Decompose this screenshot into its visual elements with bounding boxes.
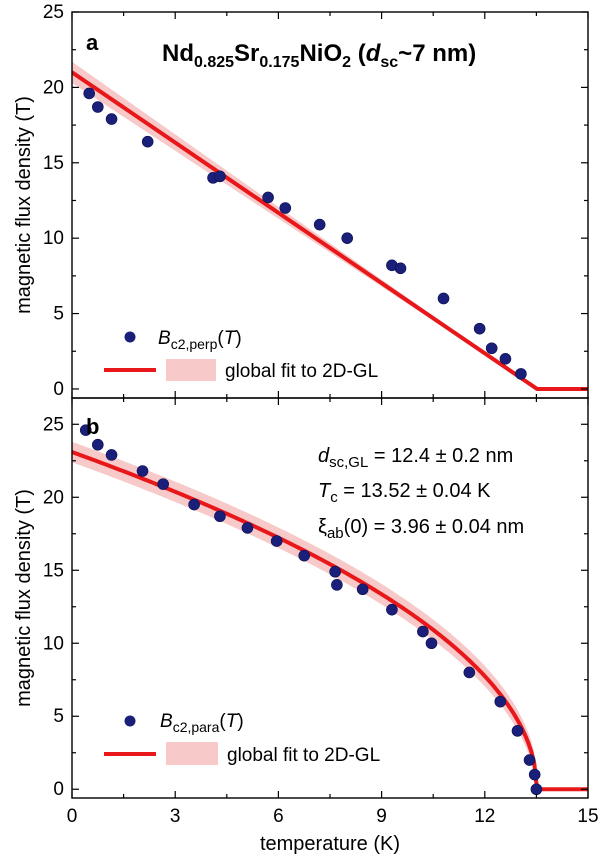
panel-a-fit-line [72, 70, 588, 391]
panel-a-title: Nd0.825Sr0.175NiO2 (dsc~7 nm) [162, 40, 476, 71]
y-tick-label: 10 [43, 633, 64, 654]
y-tick-label: 20 [43, 77, 64, 98]
panel-b-frame [71, 397, 589, 799]
data-point [417, 625, 429, 638]
y-tick-label: 25 [43, 414, 64, 435]
panel-b-letter: b [86, 414, 99, 439]
legend-marker-bc2-perp [124, 331, 136, 343]
data-point [136, 465, 149, 477]
y-tick-label: 15 [43, 153, 64, 174]
data-point [485, 342, 498, 355]
y-tick-label: 25 [43, 2, 64, 23]
data-point [298, 549, 311, 562]
y-tick-label: 0 [53, 379, 64, 400]
legend-marker-bc2-para [124, 715, 136, 727]
data-point [83, 87, 95, 100]
panel-a-data-points [83, 87, 527, 380]
x-tick-label: 12 [474, 806, 495, 827]
x-tick-label: 15 [577, 806, 598, 827]
data-point [437, 292, 450, 305]
panel-a-axes: 0 5 10 15 20 25 [43, 2, 589, 400]
data-point [341, 232, 354, 244]
data-point [394, 262, 407, 275]
data-point [79, 424, 92, 436]
panel-b-annotations: dsc,GL = 12.4 ± 0.2 nm Tc = 13.52 ± 0.04… [318, 445, 524, 542]
data-point [511, 725, 524, 737]
data-point [356, 583, 369, 596]
y-tick-label: 20 [43, 487, 64, 508]
panel-a-legend: Bc2,perp(T) global fit to 2D-GL [104, 328, 378, 382]
data-point [473, 322, 486, 335]
y-tick-label: 5 [53, 706, 64, 727]
data-point [141, 135, 154, 148]
panel-a-fit-band [72, 61, 588, 389]
data-point [528, 768, 541, 781]
legend-label-bc2-para: Bc2,para(T) [160, 711, 244, 735]
data-point [92, 101, 104, 113]
fit-curve [72, 70, 588, 391]
fit-confidence-band [72, 61, 588, 389]
panel-b-legend: Bc2,para(T) global fit to 2D-GL [104, 711, 380, 766]
panel-a-ylabel: magnetic flux density (T) [13, 96, 35, 314]
data-point [214, 510, 226, 523]
data-point [313, 218, 326, 231]
panel-b-ylabel: magnetic flux density (T) [13, 489, 35, 707]
y-tick-label: 10 [43, 228, 64, 249]
panel-a: 0 5 10 15 20 25 a Nd0.825Sr0.175NiO2 (dsc~7 n… [13, 2, 589, 400]
data-point [262, 191, 274, 204]
data-point [270, 535, 283, 547]
annotation-thickness: dsc,GL = 12.4 ± 0.2 nm [318, 445, 513, 471]
panel-a-letter: a [86, 30, 99, 55]
data-point [494, 695, 507, 708]
x-tick-label: 6 [273, 806, 284, 827]
panel-b-fit-band [72, 441, 588, 790]
data-point [331, 579, 343, 591]
panel-b: 0 3 6 9 12 15 0 5 10 15 20 25 b dsc,GL = 12.4 ± 0.2… [13, 398, 599, 855]
data-point [188, 498, 200, 511]
data-point [386, 603, 398, 616]
x-tick-label: 0 [67, 806, 78, 827]
data-point [329, 565, 341, 578]
panel-b-xlabel: temperature (K) [260, 833, 400, 855]
y-tick-label: 5 [53, 304, 64, 325]
legend-fit-band-swatch [166, 742, 218, 765]
data-point [92, 438, 104, 451]
legend-fit-band-swatch [166, 359, 216, 381]
x-tick-label: 3 [170, 806, 181, 827]
fit-confidence-band [72, 441, 588, 790]
data-point [499, 352, 512, 365]
legend-label-fit: global fit to 2D-GL [227, 745, 380, 766]
legend-label-bc2-perp: Bc2,perp(T) [158, 328, 242, 352]
annotation-xi: ξab(0) = 3.96 ± 0.04 nm [318, 516, 524, 542]
data-point [279, 202, 292, 214]
legend-label-fit: global fit to 2D-GL [225, 361, 378, 382]
data-point [214, 170, 226, 183]
data-point [523, 754, 536, 766]
x-tick-label: 9 [376, 806, 387, 827]
data-point [515, 368, 527, 380]
y-tick-label: 15 [43, 560, 64, 581]
y-tick-label: 0 [53, 779, 64, 800]
data-point [463, 666, 476, 679]
panel-b-data-points [79, 424, 543, 796]
data-point [241, 522, 254, 534]
data-point [105, 449, 118, 461]
annotation-tc: Tc = 13.52 ± 0.04 K [318, 480, 491, 506]
data-point [105, 113, 118, 125]
data-point [530, 783, 543, 796]
panel-a-frame [71, 11, 589, 399]
data-point [157, 478, 169, 490]
data-point [425, 637, 438, 650]
